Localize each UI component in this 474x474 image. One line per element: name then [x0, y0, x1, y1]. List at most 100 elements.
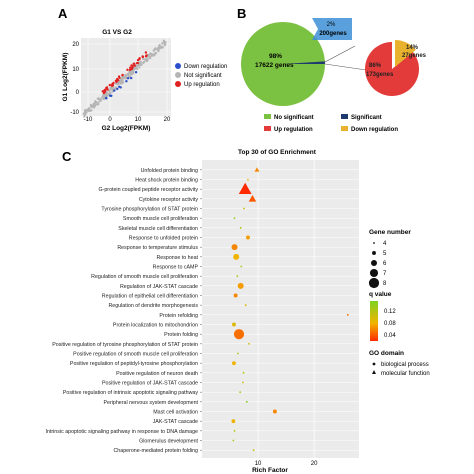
domain-mf-label: molecular function	[381, 371, 430, 377]
y-axis-label: G1 Log2(FPKM)	[62, 53, 69, 102]
legend-sig-swatch	[341, 114, 348, 119]
point-up-regulation	[117, 75, 121, 78]
significant-callout-box	[312, 18, 352, 40]
point-down-regulation	[130, 76, 133, 80]
point-up-regulation	[136, 58, 140, 62]
go-point-biological-process	[233, 293, 238, 298]
go-x-axis-label: Rich Factor	[252, 467, 288, 474]
volcano-legend: Down regulation Not significant Up regul…	[175, 63, 227, 88]
go-x-tick: 20	[311, 461, 318, 467]
go-term-label: Response to cAMP	[153, 265, 199, 271]
domain-circle-marker	[372, 362, 376, 366]
point-up-regulation	[114, 79, 118, 83]
size-legend-marker	[369, 268, 379, 278]
point-not-significant	[139, 61, 142, 64]
go-point-biological-process	[272, 409, 277, 414]
go-term-label: Tyrosine phosphorylation of STAT protein	[101, 207, 198, 213]
pie-big-pct: 98%	[269, 53, 282, 60]
qvalue-tick: 0.12	[384, 309, 396, 315]
point-not-significant	[104, 94, 107, 97]
point-not-significant	[84, 109, 87, 112]
point-not-significant	[142, 61, 145, 64]
go-point-biological-process	[233, 329, 245, 340]
point-not-significant	[97, 102, 100, 105]
panel-c-letter: C	[62, 149, 72, 164]
go-term-label: Response to unfolded protein	[129, 236, 198, 242]
point-up-regulation	[133, 62, 136, 66]
point-not-significant	[131, 71, 135, 74]
go-term-label: Positive regulation of intrinsic apoptot…	[63, 390, 198, 396]
x-axis-label: G2 Log2(FPKM)	[102, 125, 151, 132]
point-not-significant	[93, 102, 96, 105]
point-up-regulation	[106, 88, 109, 91]
go-term-label: Chaperone-mediated protein folding	[113, 448, 198, 454]
point-down-regulation	[126, 77, 130, 80]
point-up-regulation	[116, 77, 119, 81]
go-term-label: Positive regulation of neuron death	[116, 371, 198, 377]
go-point-biological-process	[236, 352, 239, 355]
point-not-significant	[125, 77, 128, 80]
size-legend-label: 6	[383, 261, 387, 267]
x-tick: 0	[108, 117, 112, 123]
size-legend-marker	[368, 277, 380, 289]
go-term-label: Cytokine receptor activity	[139, 197, 199, 203]
point-not-significant	[83, 115, 86, 118]
point-up-regulation	[111, 84, 115, 87]
gene-number-legend: 4 5 6 7 8	[368, 241, 387, 289]
qvalue-tick: 0.04	[384, 333, 396, 339]
pie-up-slice	[365, 42, 419, 96]
point-up-regulation	[126, 68, 129, 72]
y-tick: 20	[72, 42, 79, 48]
go-domain-title: GO domain	[369, 350, 404, 357]
go-point-biological-process	[244, 304, 247, 307]
point-not-significant	[126, 72, 129, 76]
go-term-label: Glomerulus development	[139, 439, 198, 445]
point-not-significant	[94, 100, 97, 103]
qvalue-tick: 0.08	[384, 321, 396, 327]
scatter-grid	[81, 38, 171, 116]
go-point-biological-process	[233, 253, 240, 260]
point-not-significant	[118, 82, 122, 85]
panel-b-letter: B	[237, 6, 246, 21]
point-not-significant	[84, 113, 87, 116]
legend-down-swatch	[341, 126, 348, 131]
go-term-label: Regulation of dendrite morphogenesis	[108, 303, 198, 309]
point-up-regulation	[104, 90, 107, 93]
point-not-significant	[120, 80, 123, 83]
scatter-points	[82, 39, 167, 118]
point-not-significant	[158, 43, 161, 47]
go-term-label: Mast cell activation	[153, 410, 198, 416]
go-point-biological-process	[232, 439, 235, 442]
point-not-significant	[85, 111, 88, 114]
point-not-significant	[136, 67, 139, 71]
go-point-biological-process	[233, 429, 236, 432]
size-legend-label: 5	[383, 251, 387, 257]
go-point-biological-process	[239, 391, 242, 394]
panel-b: B 98% 17622 genes 2% 200genes 86% 173gen…	[237, 6, 427, 133]
point-not-significant	[87, 107, 90, 110]
point-not-significant	[143, 58, 146, 61]
pie-down-slice	[395, 40, 416, 67]
domain-bp-label: biological process	[381, 362, 429, 368]
go-point-biological-process	[232, 322, 236, 327]
go-term-label: Regulation of epithelial cell differenti…	[102, 294, 198, 300]
pie-up-genes: 173genes	[366, 72, 394, 78]
go-term-label: Protein folding	[164, 332, 198, 338]
go-term-label: Unfolded protein binding	[141, 168, 198, 174]
point-up-regulation	[130, 64, 133, 67]
legend-no-sig-swatch	[264, 114, 271, 119]
go-grid	[202, 160, 359, 458]
point-down-regulation	[110, 94, 113, 98]
go-point-biological-process	[233, 217, 236, 220]
go-point-biological-process	[239, 226, 242, 229]
go-plot-area	[202, 160, 359, 458]
x-tick: 20	[164, 117, 171, 123]
point-up-regulation	[121, 73, 124, 77]
point-not-significant	[138, 66, 141, 69]
legend-down-label: Down regulation	[184, 64, 227, 70]
point-not-significant	[142, 57, 145, 61]
point-not-significant	[129, 73, 132, 76]
point-up-regulation	[136, 61, 139, 65]
callout-pct: 2%	[327, 22, 336, 28]
